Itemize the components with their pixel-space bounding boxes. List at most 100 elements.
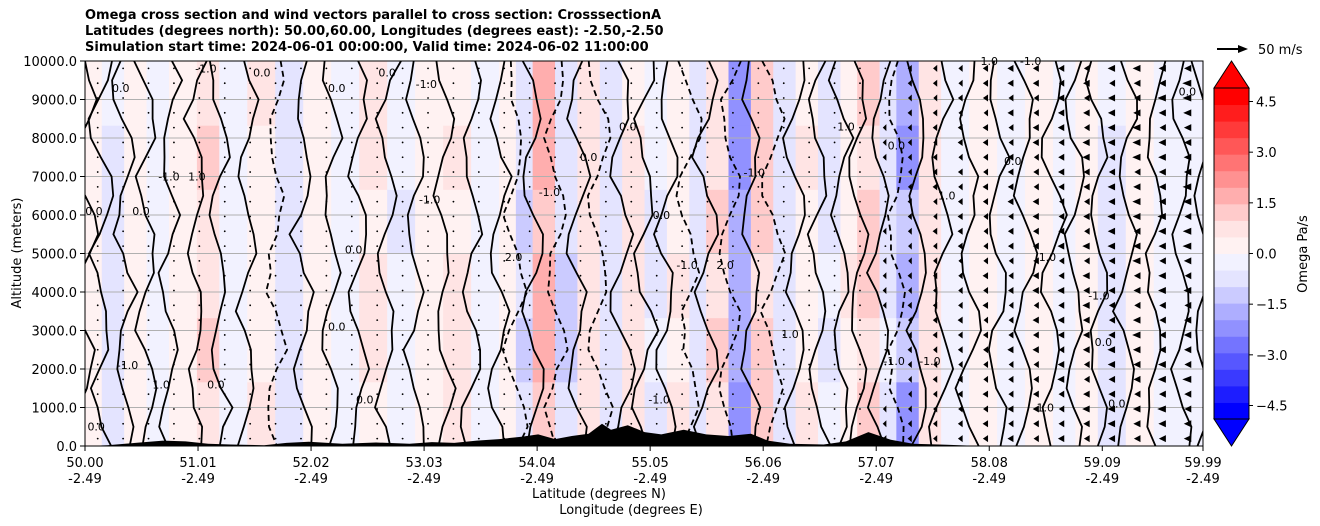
wind-vector-dot (122, 260, 125, 262)
wind-vector-dot (96, 260, 99, 262)
wind-vector-dot (452, 289, 455, 292)
contour-label: 1.0 (152, 378, 170, 391)
wind-vector-dot (732, 230, 734, 233)
omega-contour (987, 61, 1011, 446)
wind-vector-dot (401, 393, 404, 396)
wind-vector-arrow (933, 138, 938, 146)
wind-vector-dot (681, 408, 684, 410)
wind-vector-dot (274, 393, 277, 396)
wind-vector-dot (274, 422, 277, 425)
wind-vector-dot (604, 289, 607, 292)
wind-vector-dot (782, 245, 785, 247)
wind-vector-dot (325, 245, 328, 247)
wind-vector-dot (249, 378, 252, 381)
wind-vector-dot (427, 230, 429, 233)
wind-vector-dot (477, 67, 480, 70)
wind-vector-dot (706, 393, 709, 396)
wind-vector-dot (96, 215, 99, 218)
wind-vector-dot (528, 245, 531, 247)
wind-vector-dot (325, 363, 328, 366)
wind-vector-dot (833, 200, 836, 203)
wind-vector-dot (274, 245, 277, 247)
omega-band-cell (219, 189, 248, 254)
wind-vector-dot (681, 260, 684, 262)
wind-vector-arrow (1058, 301, 1065, 309)
x-tick-label-longitude: -2.49 (407, 472, 441, 487)
omega-band-cell (359, 189, 388, 254)
omega-band-cell (896, 189, 920, 254)
wind-vector-dot (274, 230, 277, 233)
wind-vector-arrow (1108, 435, 1116, 443)
omega-contour (1111, 61, 1139, 446)
wind-vector-dot (833, 274, 836, 277)
wind-vector-dot (503, 363, 506, 366)
wind-vector-dot (223, 156, 226, 159)
wind-vector-dot (325, 348, 328, 351)
wind-vector-dot (427, 245, 429, 247)
wind-vector-dot (325, 185, 328, 188)
wind-vector-dot (249, 437, 252, 440)
wind-vector-dot (376, 319, 379, 322)
omega-band-cell (1181, 381, 1203, 446)
omega-contour (1012, 61, 1039, 446)
wind-vector-dot (274, 67, 277, 70)
wind-vector-dot (833, 260, 836, 262)
wind-vector-dot (706, 274, 709, 277)
wind-vector-dot (833, 185, 836, 188)
wind-vector-arrow (1032, 138, 1039, 146)
omega-band-cell (331, 125, 360, 190)
wind-vector-dot (604, 363, 607, 366)
wind-vector-dot (859, 422, 861, 425)
wind-vector-dot (732, 289, 734, 292)
omega-band-cell (622, 61, 646, 126)
wind-vector-dot (401, 408, 404, 410)
omega-band-cell (750, 61, 774, 126)
wind-vector-dot (198, 111, 201, 114)
omega-contour (87, 61, 115, 446)
wind-vector-dot (325, 97, 328, 99)
wind-vector-dot (655, 289, 658, 292)
y-tick-label: 9000.0 (32, 94, 78, 109)
wind-vector-dot (706, 408, 709, 410)
wind-vector-arrow (1108, 301, 1116, 309)
wind-vector-dot (198, 126, 201, 129)
wind-vector-arrow (1058, 79, 1065, 87)
contour-label: -1.0 (416, 78, 437, 91)
y-tick-label: 8000.0 (32, 132, 78, 147)
wind-vector-dot (96, 185, 99, 188)
wind-vector-dot (630, 111, 633, 114)
wind-vector-arrow (1107, 212, 1116, 220)
wind-vector-dot (223, 363, 226, 366)
wind-vector-dot (147, 422, 150, 425)
wind-vector-dot (503, 274, 506, 277)
wind-vector-arrow (1159, 390, 1166, 398)
wind-vector-dot (147, 437, 150, 440)
wind-vector-dot (274, 171, 277, 173)
wind-vector-dot (579, 126, 582, 129)
wind-vector-dot (452, 304, 455, 307)
wind-vector-dot (554, 126, 556, 129)
x-axis-label-latitude: Latitude (degrees N) (532, 487, 666, 502)
wind-vector-dot (122, 363, 125, 366)
wind-vector-arrow (907, 435, 912, 443)
wind-vector-arrow (1132, 153, 1141, 161)
wind-vector-dot (300, 200, 302, 203)
wind-vector-arrow (1132, 331, 1141, 339)
wind-vector-dot (503, 171, 506, 173)
wind-vector-dot (401, 67, 404, 70)
wind-vector-arrow (957, 94, 963, 102)
wind-vector-arrow (907, 124, 912, 132)
omega-band-cell (1053, 61, 1076, 126)
wind-vector-arrow (1084, 94, 1090, 102)
wind-vector-dot (554, 200, 556, 203)
omega-band-cell (599, 253, 623, 319)
omega-contour (848, 61, 870, 446)
wind-vector-dot (503, 422, 506, 425)
wind-vector-dot (630, 393, 633, 396)
negative-omega-contour (501, 61, 529, 446)
wind-vector-arrow (1033, 153, 1039, 161)
x-axis-label-longitude: Longitude (degrees E) (559, 503, 703, 518)
wind-vector-dot (528, 348, 531, 351)
wind-vector-dot (350, 126, 353, 129)
omega-band-cell (1153, 253, 1183, 319)
